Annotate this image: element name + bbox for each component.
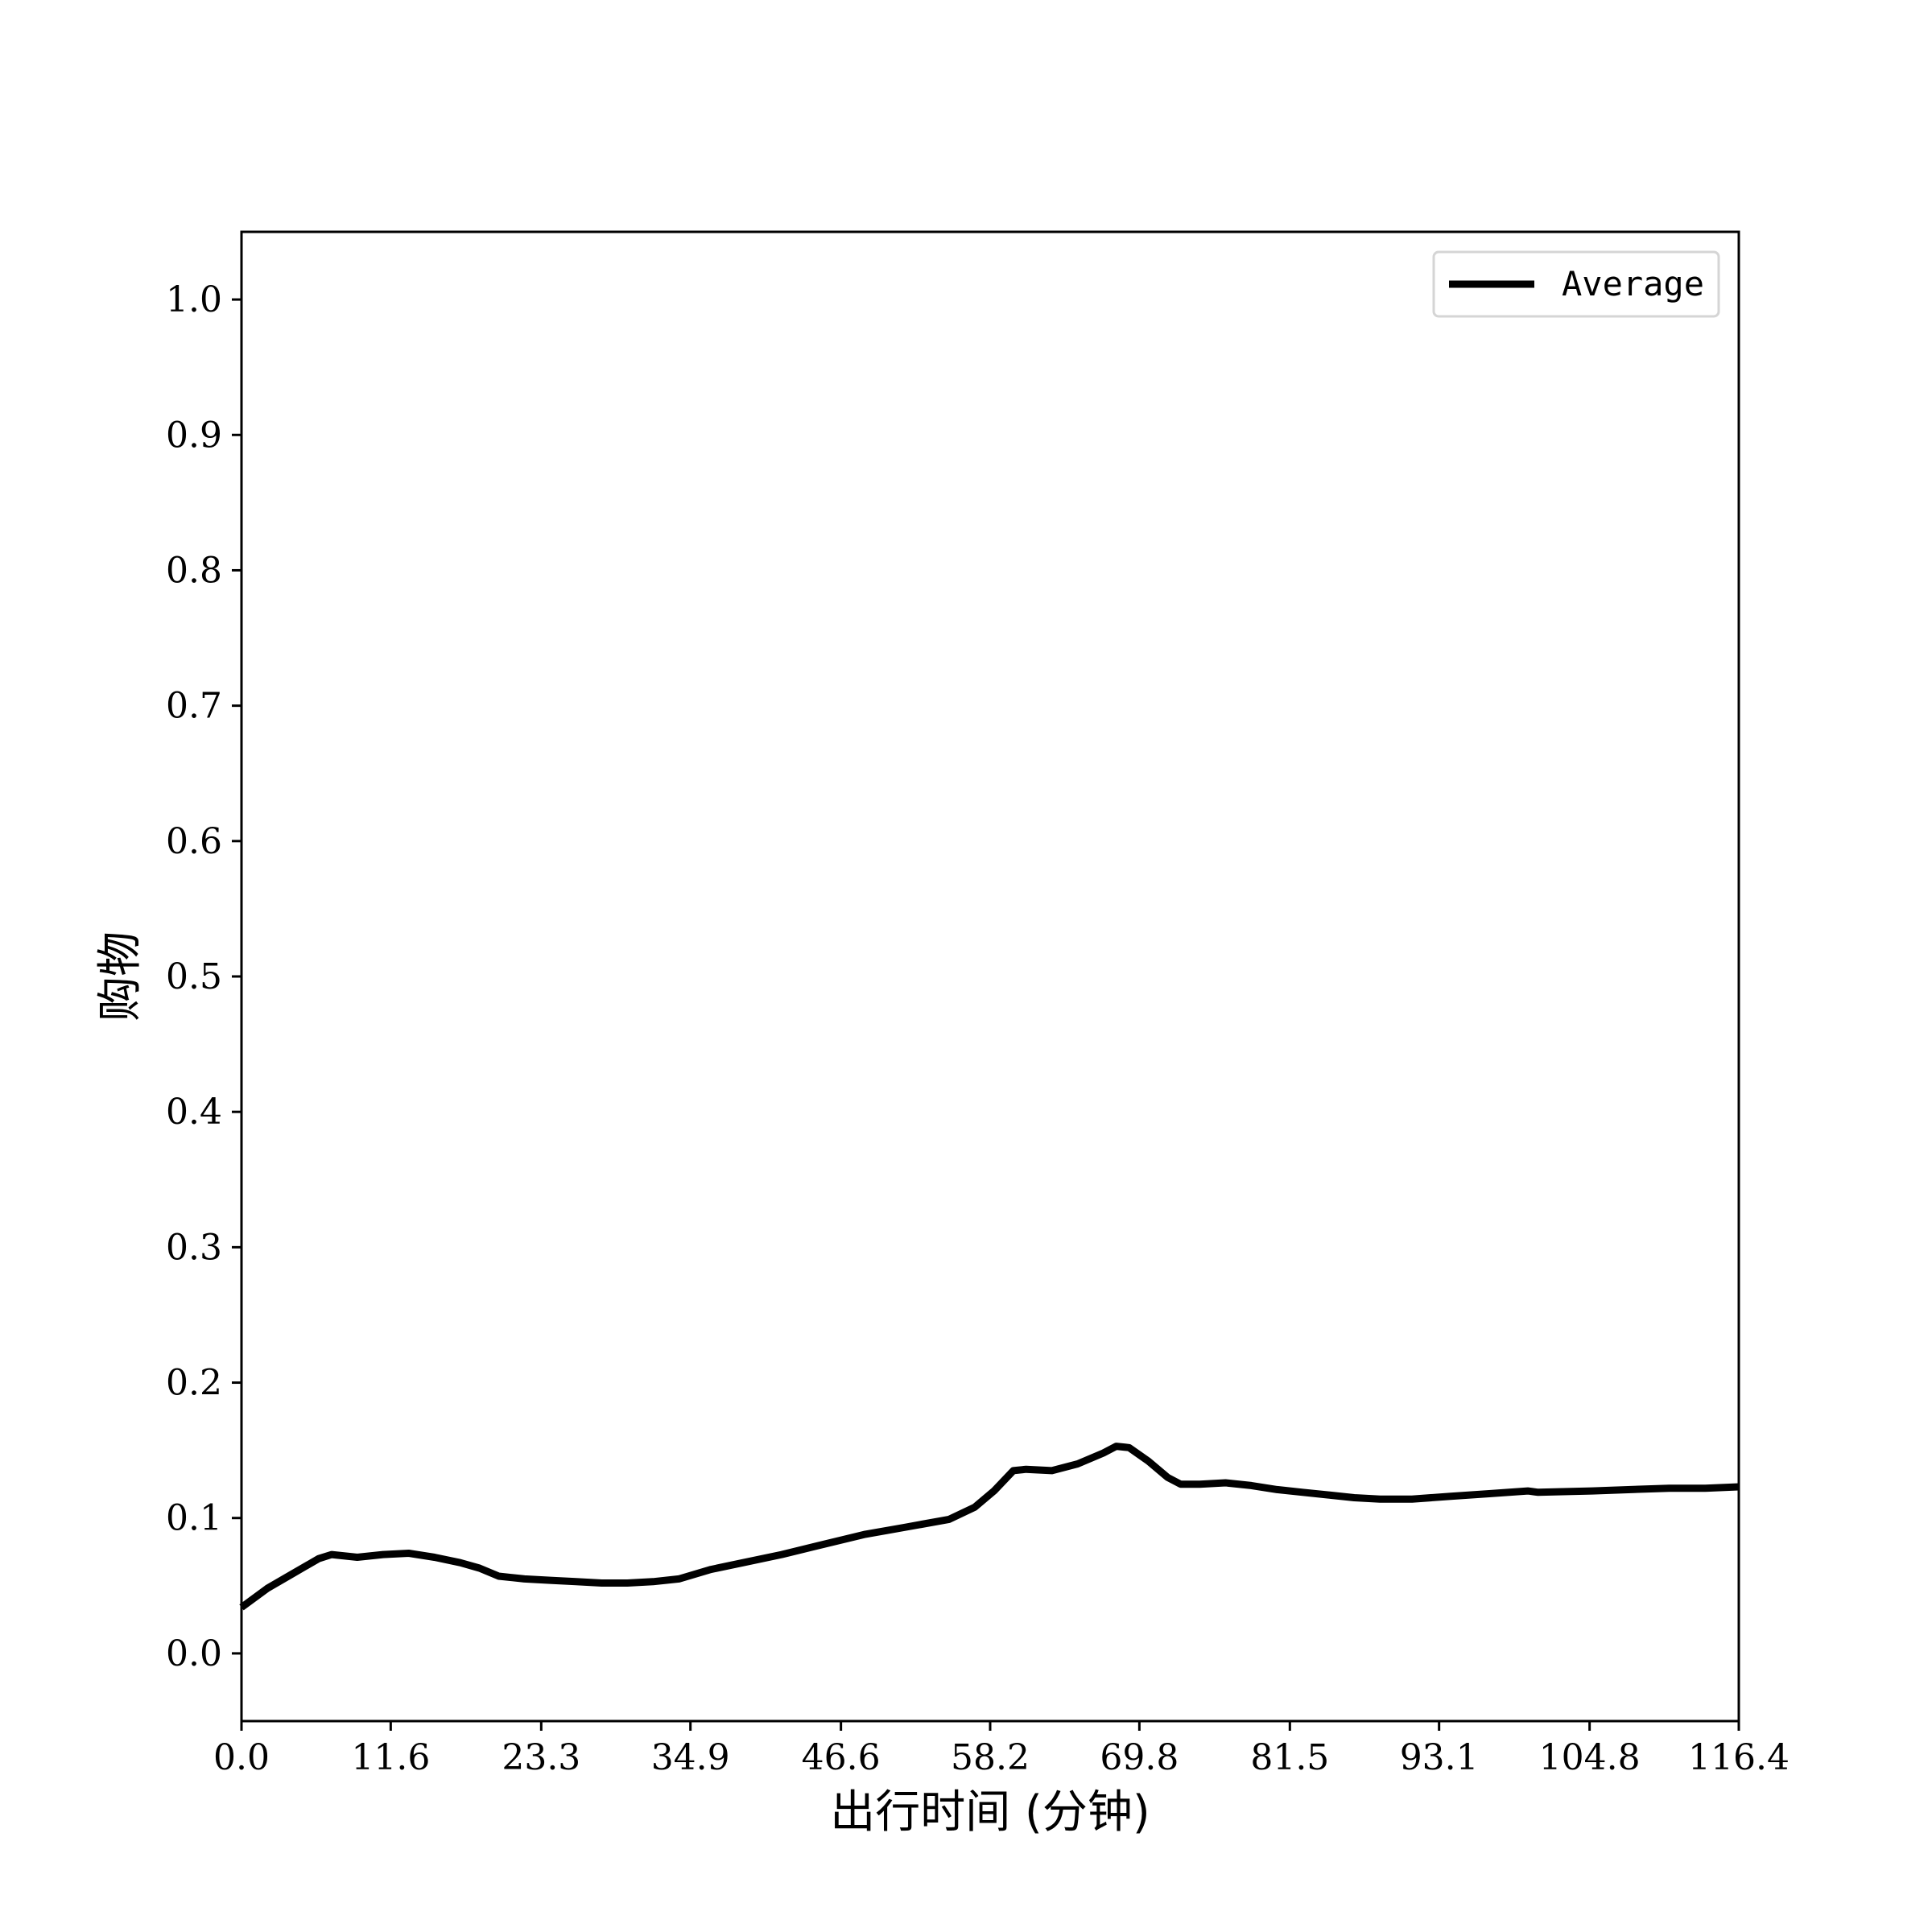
x-axis-ticks: 0.0 11.6 23.3 34.9 46.6 58.2 69.8 81.5 93.1 104.8… [213,1721,1790,1778]
y-tick-label: 0.1 [166,1498,222,1539]
plot-area [242,232,1739,1721]
y-tick-label: 0.7 [166,686,222,727]
legend-label: Average [1562,264,1704,303]
y-axis-title: 购物 [94,931,147,1022]
series-layer [239,1443,1740,1611]
legend: Average [1432,250,1720,318]
x-tick-label: 93.1 [1400,1737,1479,1778]
y-tick-label: 0.5 [166,956,222,997]
x-tick-label: 104.8 [1539,1737,1641,1778]
x-tick-label: 58.2 [951,1737,1030,1778]
y-tick-label: 0.2 [166,1363,222,1404]
series-line-average [239,1443,1740,1611]
x-axis-title: 出行时间 (分钟) [830,1786,1150,1839]
y-tick-label: 0.0 [166,1633,222,1674]
y-tick-label: 0.9 [166,415,222,456]
plot-frame [240,230,1740,1723]
x-tick-label: 0.0 [213,1737,270,1778]
x-tick-label: 34.9 [651,1737,730,1778]
x-tick-label: 23.3 [502,1737,580,1778]
y-tick-label: 0.4 [166,1092,222,1133]
y-tick-label: 0.3 [166,1227,222,1268]
y-axis-ticks: 0.0 0.1 0.2 0.3 0.4 0.5 0.6 0.7 0.8 0.9 1.0 [166,279,242,1674]
y-tick-label: 0.8 [166,550,222,591]
x-tick-label: 81.5 [1250,1737,1329,1778]
x-tick-label: 116.4 [1688,1737,1790,1778]
x-tick-label: 46.6 [802,1737,881,1778]
y-tick-label: 1.0 [166,279,222,320]
legend-frame [1432,250,1720,318]
x-tick-label: 69.8 [1100,1737,1179,1778]
x-tick-label: 11.6 [351,1737,430,1778]
y-tick-label: 0.6 [166,821,222,862]
